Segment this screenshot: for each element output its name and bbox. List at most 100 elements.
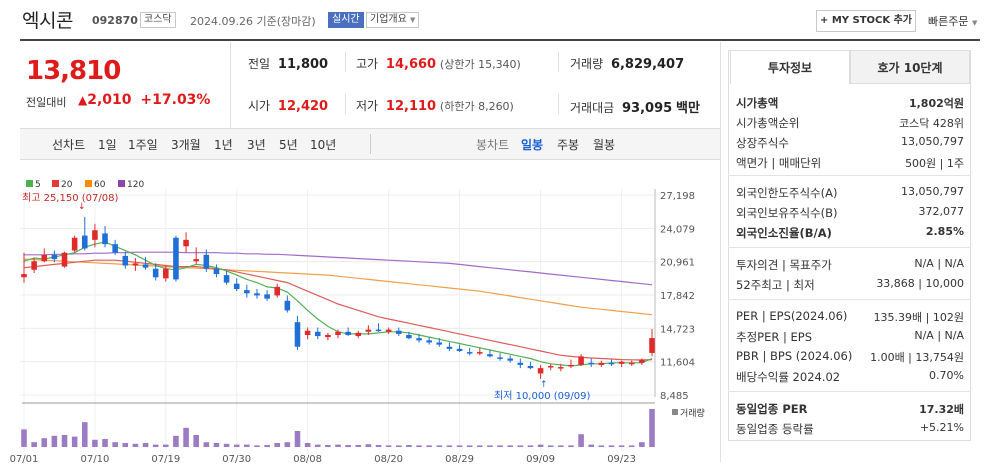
change-pct: +17.03% bbox=[140, 92, 211, 108]
candle-body bbox=[244, 290, 250, 294]
x-axis-ticks: 07/01 07/10 07/19 07/30 08/08 08/20 08/29 09/09… bbox=[10, 454, 636, 465]
stat-value: 12,110 bbox=[385, 99, 437, 114]
candle-body bbox=[213, 268, 220, 275]
period-10y[interactable]: 10년 bbox=[310, 138, 337, 152]
ma60-line bbox=[23, 258, 653, 316]
info-value: 1.00배 | 13,754원 bbox=[870, 351, 964, 364]
info-separator bbox=[728, 247, 971, 248]
volume-bar bbox=[628, 445, 635, 447]
candle-body bbox=[31, 261, 37, 270]
volume-bar bbox=[558, 445, 564, 447]
volume-bar bbox=[314, 444, 321, 447]
stat-value: 11,800 bbox=[277, 57, 329, 72]
candle-body bbox=[466, 352, 473, 354]
volume-bar bbox=[456, 445, 463, 447]
candle-body bbox=[456, 348, 463, 352]
divider bbox=[720, 42, 721, 462]
info-value: 135.39배 | 102원 bbox=[873, 311, 964, 324]
candle-daily[interactable]: 일봉 bbox=[521, 138, 544, 152]
candle-body bbox=[274, 286, 281, 296]
realtime-badge[interactable]: 실시간 bbox=[328, 12, 364, 28]
x-tick-label: 08/29 bbox=[445, 454, 474, 465]
period-1y[interactable]: 1년 bbox=[214, 138, 233, 152]
period-1d[interactable]: 1일 bbox=[98, 138, 117, 152]
volume-bar bbox=[152, 444, 159, 447]
stat-amount: 거래대금 93,095 백만 bbox=[570, 97, 700, 116]
stat-low: 저가 12,110 (하한가 8,260) bbox=[356, 97, 514, 114]
info-label: 배당수익률 2024.02 bbox=[736, 370, 841, 384]
x-tick-label: 08/20 bbox=[374, 454, 403, 465]
candle-body bbox=[193, 259, 199, 262]
period-5y[interactable]: 5년 bbox=[279, 138, 298, 152]
candle-body bbox=[527, 365, 534, 369]
x-tick-label: 07/01 bbox=[10, 454, 39, 465]
candle-body bbox=[203, 254, 210, 269]
candle-body bbox=[568, 364, 574, 367]
volume-bar bbox=[416, 445, 422, 447]
volume-bar bbox=[375, 445, 382, 447]
change-value: ▲2,010 +17.03% bbox=[78, 92, 210, 108]
quick-order-label: 빠른주문 bbox=[928, 15, 969, 28]
stat-label: 거래량 bbox=[570, 57, 604, 71]
candle-monthly[interactable]: 월봉 bbox=[593, 138, 616, 152]
stat-label: 시가 bbox=[248, 99, 271, 113]
volume-bar bbox=[345, 445, 351, 447]
info-label: 동일업종 등락률 bbox=[736, 422, 814, 436]
candle-body bbox=[517, 362, 524, 365]
info-label: PER | EPS(2024.06) bbox=[736, 309, 848, 323]
info-value: 372,077 bbox=[918, 205, 965, 218]
candle-body bbox=[51, 254, 58, 260]
info-label: 상장주식수 bbox=[736, 136, 789, 150]
low-marker-icon: ↑ bbox=[540, 380, 548, 390]
candle-body bbox=[122, 255, 129, 266]
volume-bar bbox=[142, 443, 149, 447]
my-stock-add-button[interactable]: + MY STOCK 추가 bbox=[816, 10, 916, 32]
candle-body bbox=[102, 233, 108, 245]
candle-body bbox=[335, 331, 341, 335]
volume-bar bbox=[304, 443, 311, 447]
period-3m[interactable]: 3개월 bbox=[171, 138, 201, 152]
x-tick-label: 09/23 bbox=[607, 454, 636, 465]
tab-investment-info[interactable]: 투자정보 bbox=[730, 50, 850, 84]
volume-bar bbox=[487, 445, 493, 447]
stat-prev: 전일 11,800 bbox=[248, 55, 328, 72]
info-separator bbox=[728, 175, 971, 176]
x-tick-label: 07/10 bbox=[80, 454, 109, 465]
volume-bar bbox=[335, 444, 341, 447]
info-label: 외국인보유주식수(B) bbox=[736, 206, 838, 220]
quick-order-button[interactable]: 빠른주문 ▼ bbox=[928, 13, 977, 29]
candle-body bbox=[588, 362, 595, 365]
ma120-line bbox=[24, 251, 653, 286]
volume-bar bbox=[406, 445, 412, 447]
candle-body bbox=[618, 361, 625, 364]
candle-body bbox=[385, 329, 392, 332]
candle-body bbox=[436, 342, 443, 345]
legend-label: 60 bbox=[94, 180, 106, 190]
info-value: 코스닥 428위 bbox=[899, 117, 964, 130]
candle-body bbox=[578, 356, 584, 365]
company-overview-dropdown[interactable]: 기업개요 ▼ bbox=[366, 12, 420, 28]
candle-body bbox=[487, 354, 493, 357]
volume-bar bbox=[325, 445, 331, 447]
volume-bar bbox=[547, 445, 554, 447]
stat-value: 12,420 bbox=[277, 99, 329, 114]
candle-body bbox=[173, 237, 179, 280]
candle-body bbox=[132, 263, 139, 266]
volume-bar bbox=[102, 439, 108, 447]
volume-bar bbox=[193, 435, 199, 447]
tab-orderbook-10[interactable]: 호가 10단계 bbox=[850, 50, 970, 84]
low-annotation: 최저 10,000 (09/09) bbox=[494, 390, 590, 402]
candle-body bbox=[558, 367, 564, 369]
period-3y[interactable]: 3년 bbox=[247, 138, 266, 152]
volume-legend: 거래량 bbox=[680, 407, 705, 419]
quote-date: 2024.09.26 기준(장마감) bbox=[190, 15, 316, 28]
stat-sub: (상한가 15,340) bbox=[439, 58, 521, 71]
volume-bar bbox=[173, 435, 179, 447]
volume-bar bbox=[578, 434, 584, 447]
period-1w[interactable]: 1주일 bbox=[128, 138, 158, 152]
candle-body bbox=[628, 362, 635, 365]
stat-label: 저가 bbox=[356, 99, 379, 113]
stat-value: 6,829,407 bbox=[610, 57, 685, 72]
candle-weekly[interactable]: 주봉 bbox=[557, 138, 580, 152]
high-marker-icon: ↓ bbox=[78, 202, 86, 212]
